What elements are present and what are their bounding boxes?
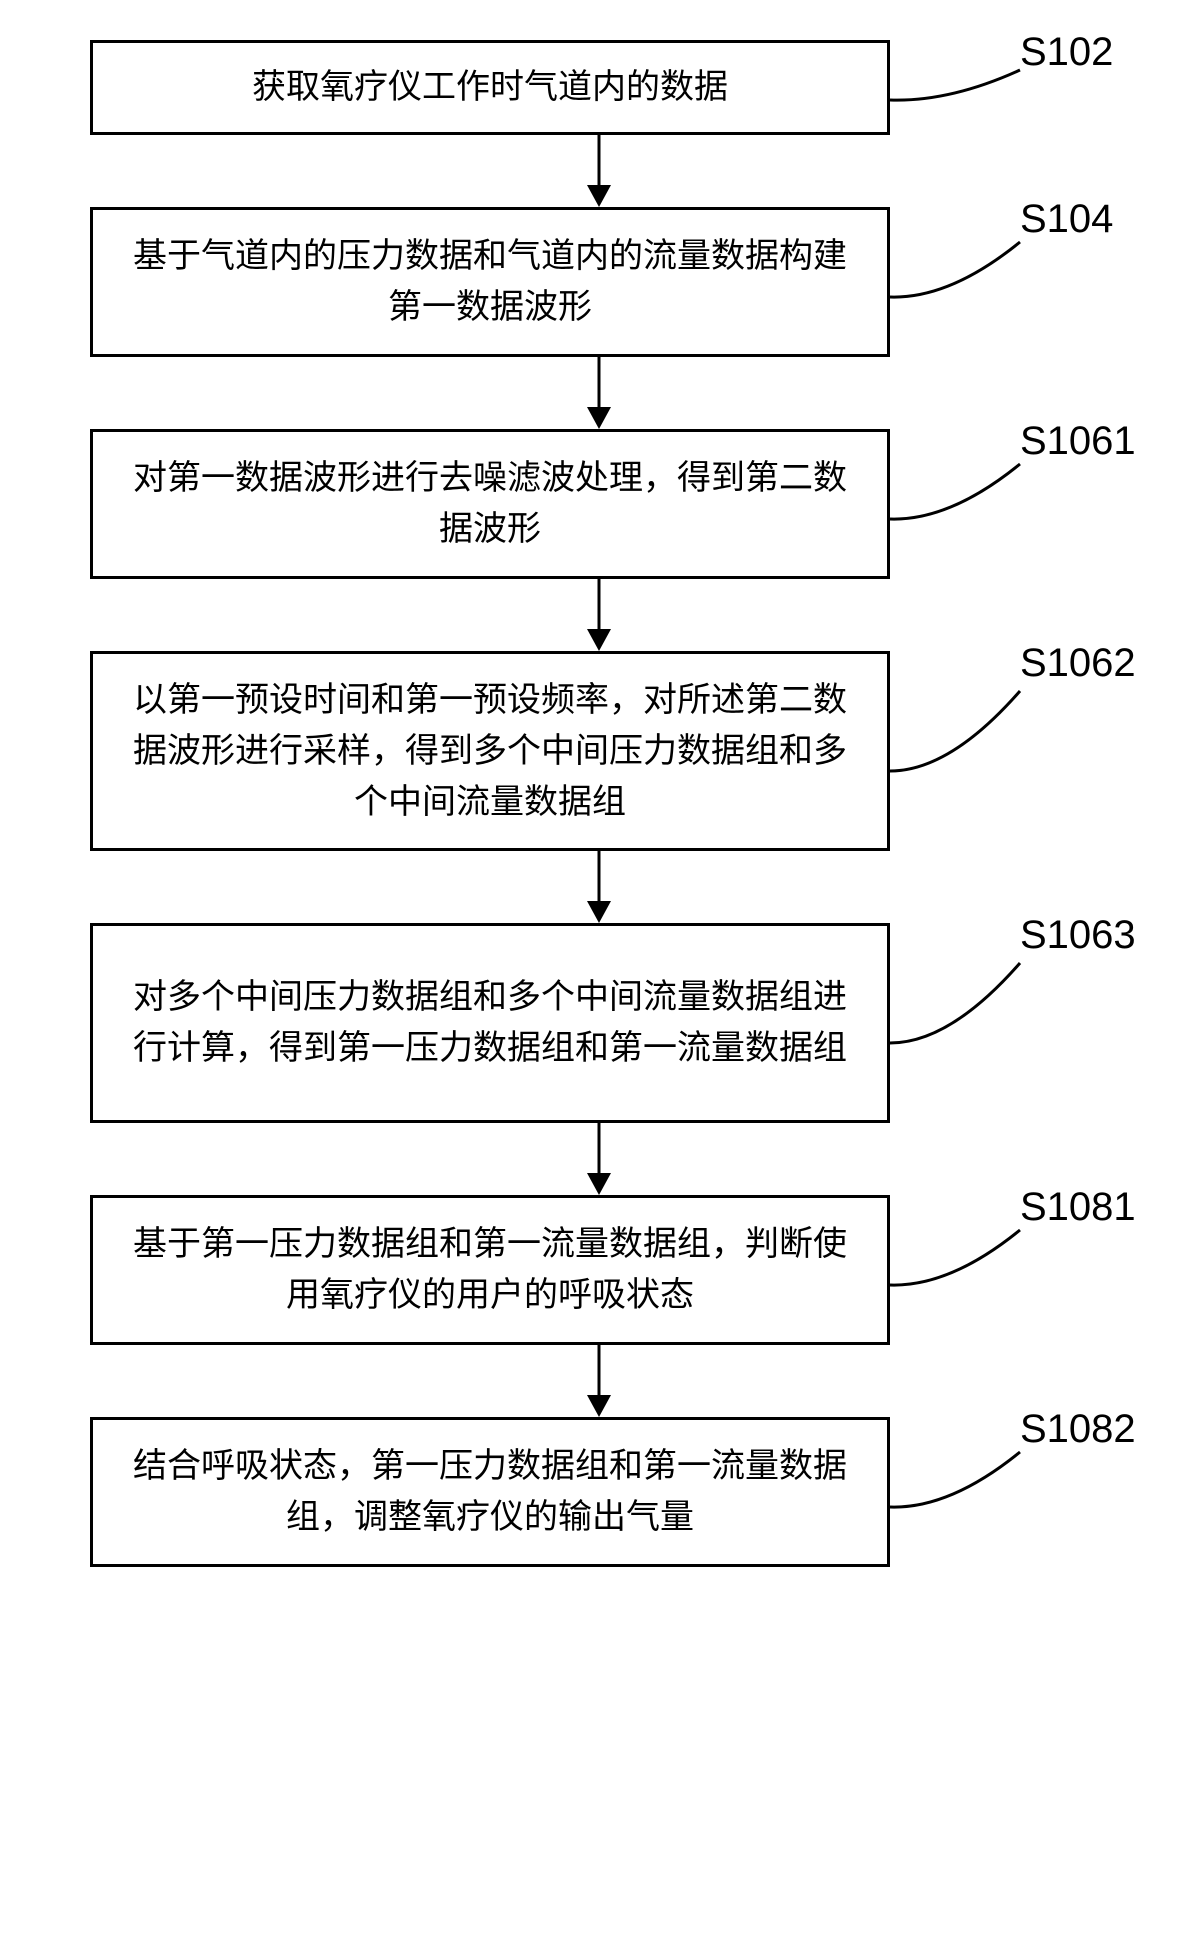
step-row: 基于气道内的压力数据和气道内的流量数据构建第一数据波形 S104 bbox=[20, 207, 1178, 357]
arrow-down-icon bbox=[579, 579, 619, 651]
arrow-down-icon bbox=[579, 135, 619, 207]
arrow-down-icon bbox=[579, 1345, 619, 1417]
flowchart-box: 对第一数据波形进行去噪滤波处理，得到第二数据波形 bbox=[90, 429, 890, 579]
step-row: 获取氧疗仪工作时气道内的数据 S102 bbox=[20, 40, 1178, 135]
label-area: S104 bbox=[890, 207, 1178, 357]
arrow-down-icon bbox=[579, 1123, 619, 1195]
arrow-down-icon bbox=[579, 851, 619, 923]
box-text: 结合呼吸状态，第一压力数据组和第一流量数据组，调整氧疗仪的输出气量 bbox=[117, 1441, 863, 1543]
flowchart-box: 基于气道内的压力数据和气道内的流量数据构建第一数据波形 bbox=[90, 207, 890, 357]
arrow-container bbox=[129, 851, 1069, 923]
label-area: S1061 bbox=[890, 429, 1178, 579]
flowchart-box: 对多个中间压力数据组和多个中间流量数据组进行计算，得到第一压力数据组和第一流量数… bbox=[90, 923, 890, 1123]
arrow-container bbox=[129, 1123, 1069, 1195]
connector-curve bbox=[890, 923, 1030, 1123]
connector-curve bbox=[890, 429, 1030, 579]
flowchart-box: 结合呼吸状态，第一压力数据组和第一流量数据组，调整氧疗仪的输出气量 bbox=[90, 1417, 890, 1567]
connector-curve bbox=[890, 651, 1030, 851]
arrow-container bbox=[129, 579, 1069, 651]
step-row: 基于第一压力数据组和第一流量数据组，判断使用氧疗仪的用户的呼吸状态 S1081 bbox=[20, 1195, 1178, 1345]
label-area: S102 bbox=[890, 40, 1178, 135]
arrow-container bbox=[129, 135, 1069, 207]
flowchart-container: 获取氧疗仪工作时气道内的数据 S102 基于气道内的压力数据和气道内的流量数据构… bbox=[20, 40, 1178, 1567]
step-row: 对多个中间压力数据组和多个中间流量数据组进行计算，得到第一压力数据组和第一流量数… bbox=[20, 923, 1178, 1123]
step-id-label: S102 bbox=[1020, 30, 1113, 75]
box-text: 以第一预设时间和第一预设频率，对所述第二数据波形进行采样，得到多个中间压力数据组… bbox=[117, 675, 863, 828]
label-area: S1062 bbox=[890, 651, 1178, 851]
connector-curve bbox=[890, 207, 1030, 357]
step-id-label: S1063 bbox=[1020, 913, 1136, 958]
step-id-label: S1062 bbox=[1020, 641, 1136, 686]
step-row: 以第一预设时间和第一预设频率，对所述第二数据波形进行采样，得到多个中间压力数据组… bbox=[20, 651, 1178, 851]
step-id-label: S1061 bbox=[1020, 419, 1136, 464]
flowchart-box: 以第一预设时间和第一预设频率，对所述第二数据波形进行采样，得到多个中间压力数据组… bbox=[90, 651, 890, 851]
step-id-label: S1081 bbox=[1020, 1185, 1136, 1230]
box-text: 对多个中间压力数据组和多个中间流量数据组进行计算，得到第一压力数据组和第一流量数… bbox=[117, 972, 863, 1074]
box-text: 基于气道内的压力数据和气道内的流量数据构建第一数据波形 bbox=[117, 231, 863, 333]
flowchart-box: 基于第一压力数据组和第一流量数据组，判断使用氧疗仪的用户的呼吸状态 bbox=[90, 1195, 890, 1345]
connector-curve bbox=[890, 1417, 1030, 1567]
flowchart-box: 获取氧疗仪工作时气道内的数据 bbox=[90, 40, 890, 135]
step-id-label: S104 bbox=[1020, 197, 1113, 242]
step-id-label: S1082 bbox=[1020, 1407, 1136, 1452]
arrow-container bbox=[129, 357, 1069, 429]
arrow-container bbox=[129, 1345, 1069, 1417]
step-row: 结合呼吸状态，第一压力数据组和第一流量数据组，调整氧疗仪的输出气量 S1082 bbox=[20, 1417, 1178, 1567]
box-text: 获取氧疗仪工作时气道内的数据 bbox=[252, 62, 728, 113]
label-area: S1081 bbox=[890, 1195, 1178, 1345]
box-text: 基于第一压力数据组和第一流量数据组，判断使用氧疗仪的用户的呼吸状态 bbox=[117, 1219, 863, 1321]
arrow-down-icon bbox=[579, 357, 619, 429]
label-area: S1082 bbox=[890, 1417, 1178, 1567]
connector-curve bbox=[890, 40, 1030, 135]
label-area: S1063 bbox=[890, 923, 1178, 1123]
step-row: 对第一数据波形进行去噪滤波处理，得到第二数据波形 S1061 bbox=[20, 429, 1178, 579]
box-text: 对第一数据波形进行去噪滤波处理，得到第二数据波形 bbox=[117, 453, 863, 555]
connector-curve bbox=[890, 1195, 1030, 1345]
